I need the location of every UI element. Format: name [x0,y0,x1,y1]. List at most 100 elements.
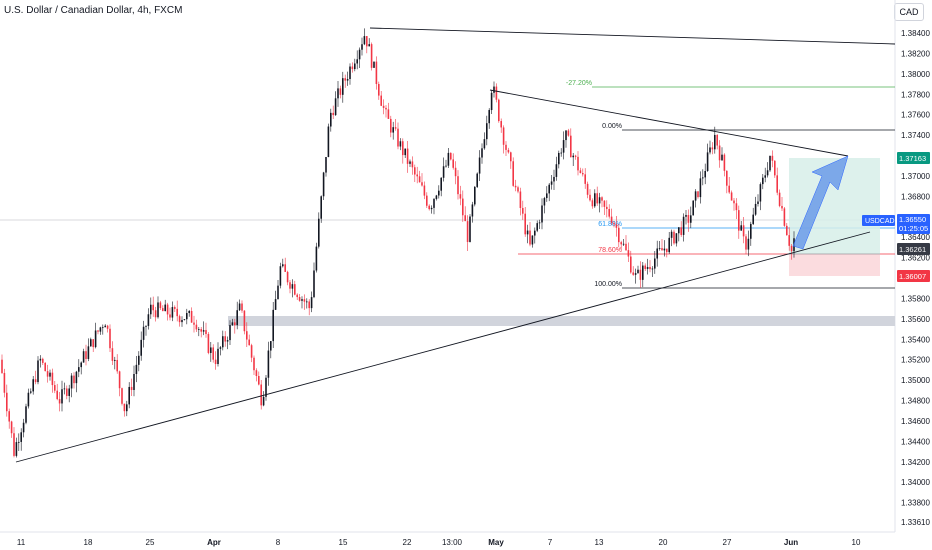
candle-body [174,307,176,309]
candle-body [543,198,546,206]
candle-body [745,236,747,250]
candle-body [1,359,3,373]
candle-body [766,170,769,176]
candle-body [678,227,680,234]
candle-body [128,386,130,405]
candle-body [687,214,690,223]
candle-body [452,159,454,168]
candle-body [531,235,534,245]
candle-body [646,266,649,269]
symbol-tag-bg [862,215,895,226]
candle-body [334,98,337,116]
candle-body [306,301,308,303]
candle-body [222,336,224,348]
upper-trendline [369,27,896,45]
candle-body [459,194,462,199]
stop-price-tag: 1.36007 [899,272,926,281]
candle-body [654,258,656,269]
candle-body [644,265,646,269]
candle-body [135,364,138,374]
candle-body [608,208,610,217]
fib-level-label: 78.60% [598,247,622,254]
candle-body [517,187,519,192]
candle-body [474,186,476,205]
candle-body [171,307,174,318]
candle-body [555,164,558,177]
fib-level-label: -27.20% [566,80,592,87]
candle-body [15,442,18,456]
candle-body [217,348,219,365]
date-label: 15 [339,538,348,547]
candle-body [46,371,49,377]
candle-body [469,216,471,242]
candle-body [301,299,303,301]
candle-body [610,216,613,223]
candle-body [406,148,409,164]
candle-body [150,304,152,315]
candle-body [320,196,322,219]
candle-body [778,192,781,206]
candle-body [382,105,385,108]
candle-body [368,44,370,47]
candle-body [397,128,399,147]
candle-body [145,325,147,327]
candle-body [6,392,8,412]
candle-body [435,195,438,199]
candle-body [162,308,164,312]
candle-body [666,248,668,253]
candle-body [706,152,709,172]
candle-body [61,389,63,404]
candle-body [601,197,603,201]
symbol-tag: USDCAD [865,218,895,225]
candle-body [246,331,248,340]
candle-body [529,230,531,245]
candle-body [697,191,699,198]
candle-body [481,148,483,158]
candle-body [421,182,423,186]
candle-body [186,313,188,320]
price-tick-label: 1.35800 [901,294,930,303]
candle-body [454,167,457,177]
candle-body [164,304,166,312]
candle-body [750,223,752,239]
candle-body [632,272,634,275]
candle-body [82,351,85,363]
candle-body [303,299,306,302]
candle-body [591,200,594,207]
candle-body [219,347,222,349]
candle-body [538,222,541,224]
candle-body [39,358,42,361]
candle-body [510,152,512,162]
date-label: Jun [784,538,798,547]
candle-body [22,422,25,433]
candle-body [378,84,380,96]
candle-body [56,390,58,400]
candle-body [464,215,466,222]
candle-body [373,61,375,68]
candle-body [471,204,474,217]
candle-body [702,177,704,179]
candle-body [730,192,733,201]
price-tick-label: 1.37400 [901,131,930,140]
candle-body [399,141,402,147]
candle-body [10,421,13,434]
candle-body [202,330,205,332]
candle-body [210,347,212,353]
candle-body [51,372,54,386]
candle-body [90,339,92,347]
candle-body [562,140,565,153]
price-tick-label: 1.37000 [901,172,930,181]
date-label: 25 [146,538,155,547]
candle-body [642,265,644,280]
candle-body [524,213,526,235]
date-label: 10 [852,538,861,547]
candle-body [754,203,757,215]
target-price-tag-bg [897,152,930,164]
candle-body [147,314,150,326]
fib-level-label: 0.00% [602,123,622,130]
candle-body [121,388,123,404]
candle-body [118,371,121,389]
candle-body [267,350,270,378]
candle-body [258,375,260,385]
